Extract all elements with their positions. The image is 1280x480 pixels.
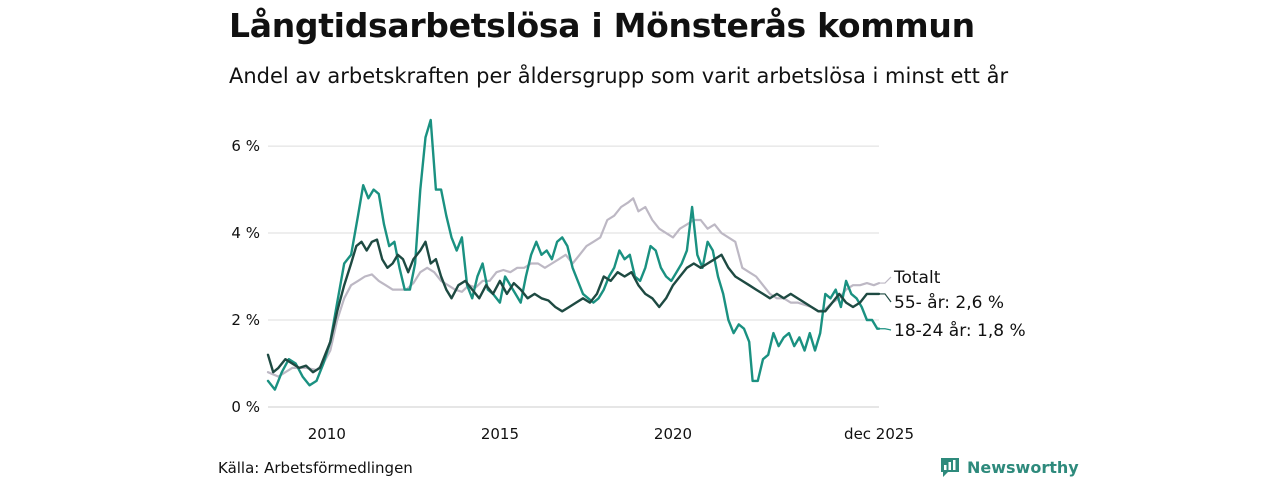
series-end-labels: Totalt 55- år: 2,6 % 18-24 år: 1,8 % [879, 268, 1026, 341]
x-tick-label: 2015 [481, 425, 519, 443]
y-tick-label: 4 % [231, 224, 260, 242]
line-chart: 0 % 2 % 4 % 6 % 2010 2015 2020 dec 2025 Totalt 5… [231, 118, 1026, 443]
series-line-totalt [266, 197, 881, 378]
y-tick-label: 0 % [231, 398, 260, 416]
grid-lines [268, 145, 879, 408]
leader-line-totalt [879, 276, 892, 284]
x-tick-label: 2020 [654, 425, 692, 443]
series-lines [266, 118, 881, 391]
y-tick-label: 2 % [231, 311, 260, 329]
chart-subtitle: Andel av arbetskraften per åldersgrupp s… [229, 64, 1009, 88]
end-label-totalt: Totalt [893, 268, 941, 288]
chart-title: Långtidsarbetslösa i Mönsterås kommun [229, 6, 975, 45]
brand-logo: Newsworthy [939, 456, 1079, 478]
x-tick-label: 2010 [308, 425, 346, 443]
series-line-age55 [266, 238, 881, 374]
series-line-age18_24 [266, 118, 881, 391]
x-tick-label: dec 2025 [844, 425, 914, 443]
y-tick-label: 6 % [231, 137, 260, 155]
leader-line-age18_24 [879, 328, 892, 331]
newsworthy-logo-icon [941, 458, 959, 477]
end-label-age18_24: 18-24 år: 1,8 % [894, 320, 1026, 341]
leader-line-age55 [879, 293, 892, 303]
axis-labels: 0 % 2 % 4 % 6 % 2010 2015 2020 dec 2025 [231, 137, 914, 443]
end-label-age55: 55- år: 2,6 % [894, 292, 1004, 313]
brand-name: Newsworthy [967, 457, 1079, 477]
source-note: Källa: Arbetsförmedlingen [218, 459, 413, 477]
